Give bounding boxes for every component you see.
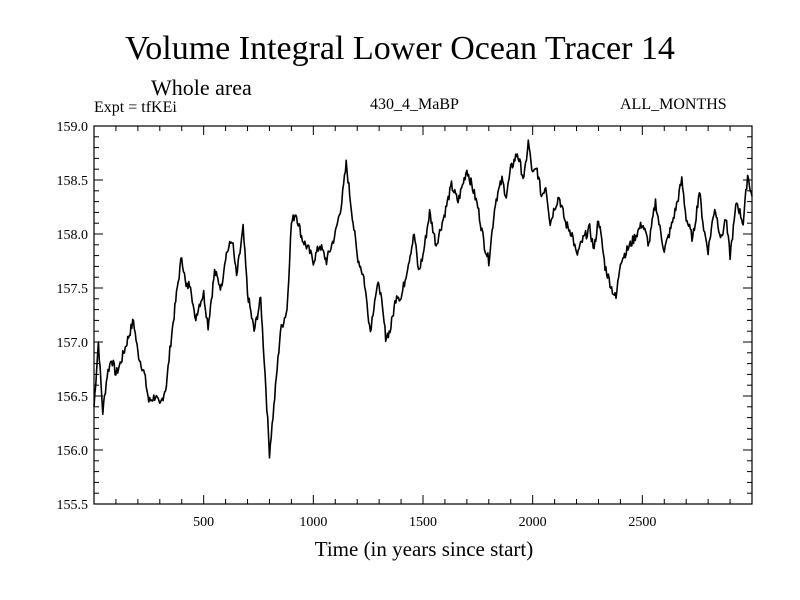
- y-tick-label: 159.0: [57, 120, 89, 135]
- y-tick-label: 158.0: [57, 228, 89, 243]
- y-tick-label: 156.5: [57, 390, 89, 405]
- x-tick-label: 1000: [299, 515, 327, 530]
- x-tick-label: 500: [193, 515, 214, 530]
- y-tick-label: 158.5: [57, 174, 89, 189]
- experiment-label: Expt = tfKEi: [94, 99, 177, 116]
- series-line: [93, 139, 753, 459]
- x-tick-label: 2000: [519, 515, 547, 530]
- y-tick-label: 157.0: [57, 336, 89, 351]
- x-tick-label: 1500: [409, 515, 437, 530]
- y-tick-label: 157.5: [57, 282, 89, 297]
- plot-frame: [93, 125, 753, 505]
- x-tick-label: 2500: [628, 515, 656, 530]
- chart-subtitle: Whole area: [151, 75, 252, 100]
- x-axis-label: Time (in years since start): [314, 537, 534, 561]
- months-label: ALL_MONTHS: [620, 96, 727, 113]
- y-tick-label: 156.0: [57, 444, 89, 459]
- chart-title: Volume Integral Lower Ocean Tracer 14: [125, 30, 675, 67]
- run-label: 430_4_MaBP: [370, 96, 459, 113]
- y-tick-label: 155.5: [57, 498, 89, 513]
